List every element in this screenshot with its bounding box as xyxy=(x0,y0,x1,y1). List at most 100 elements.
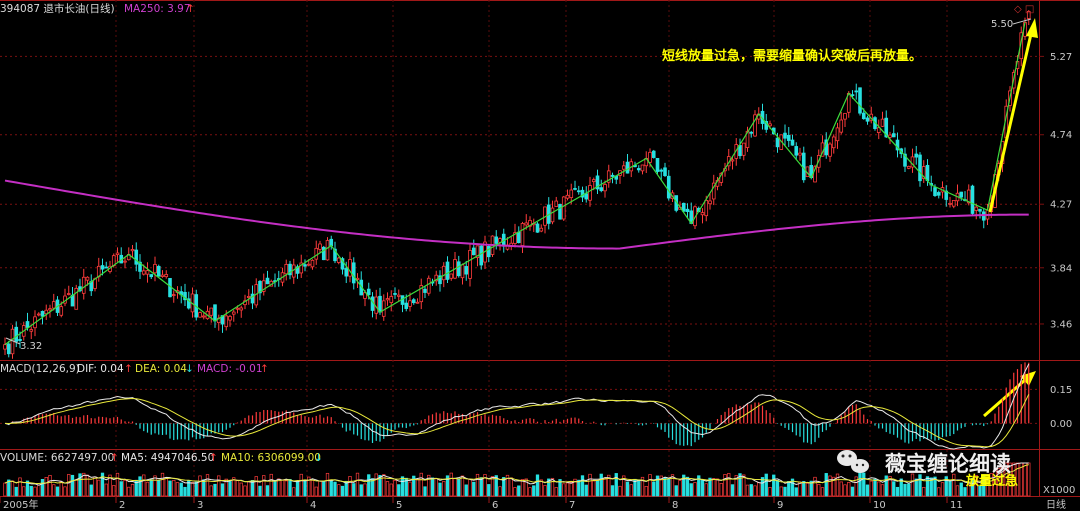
candle[interactable] xyxy=(201,315,206,318)
candle[interactable] xyxy=(66,293,71,295)
candle[interactable] xyxy=(794,146,799,156)
candle[interactable] xyxy=(303,264,307,267)
candle[interactable] xyxy=(978,208,982,212)
candle[interactable] xyxy=(550,207,555,223)
candle[interactable] xyxy=(284,263,289,275)
candle[interactable] xyxy=(475,245,480,258)
candle[interactable] xyxy=(865,117,870,122)
candle[interactable] xyxy=(329,238,334,247)
candle[interactable] xyxy=(48,308,52,311)
candle[interactable] xyxy=(700,212,705,216)
swing-segment-line[interactable] xyxy=(4,22,1026,346)
candle[interactable] xyxy=(948,202,952,205)
candle[interactable] xyxy=(250,293,255,304)
candle[interactable] xyxy=(228,315,232,321)
candle[interactable] xyxy=(246,296,251,298)
candle[interactable] xyxy=(85,276,90,281)
volume-bars[interactable] xyxy=(3,462,1031,497)
window-corner-icons[interactable]: ◇ □ xyxy=(1014,4,1034,15)
candle[interactable] xyxy=(393,293,397,295)
candle[interactable] xyxy=(44,309,49,315)
candle[interactable] xyxy=(321,246,326,261)
candle[interactable] xyxy=(14,326,19,342)
candle[interactable] xyxy=(100,265,105,270)
candle[interactable] xyxy=(239,307,244,311)
candle[interactable] xyxy=(404,302,409,309)
candle[interactable] xyxy=(456,261,461,277)
candle[interactable] xyxy=(891,133,896,138)
candle[interactable] xyxy=(415,301,420,304)
candle[interactable] xyxy=(711,182,716,200)
candle[interactable] xyxy=(786,134,791,141)
candle[interactable] xyxy=(666,175,671,199)
candle[interactable] xyxy=(460,264,465,279)
candle[interactable] xyxy=(974,206,979,211)
candle[interactable] xyxy=(471,247,476,256)
candle[interactable] xyxy=(336,257,341,263)
candle[interactable] xyxy=(314,247,319,260)
candle[interactable] xyxy=(318,243,322,250)
dif-line[interactable] xyxy=(4,363,1030,450)
candle[interactable] xyxy=(906,165,911,169)
candle[interactable] xyxy=(479,245,484,266)
candle[interactable] xyxy=(40,310,45,317)
candle[interactable] xyxy=(895,139,900,151)
candle[interactable] xyxy=(933,187,937,197)
candle[interactable] xyxy=(366,288,371,295)
candle[interactable] xyxy=(595,175,600,190)
candle[interactable] xyxy=(423,288,427,293)
candle[interactable] xyxy=(554,200,559,207)
candle[interactable] xyxy=(310,259,315,268)
candle[interactable] xyxy=(535,223,540,233)
candle[interactable] xyxy=(231,311,236,315)
candle[interactable] xyxy=(621,165,626,170)
candle[interactable] xyxy=(396,294,401,297)
candle[interactable] xyxy=(918,154,922,182)
candle[interactable] xyxy=(468,249,472,279)
candle[interactable] xyxy=(858,87,862,114)
candle[interactable] xyxy=(381,300,386,317)
candle[interactable] xyxy=(145,270,150,275)
candle[interactable] xyxy=(333,248,337,262)
candle[interactable] xyxy=(156,265,161,277)
candle[interactable] xyxy=(798,152,802,156)
candle[interactable] xyxy=(351,262,356,284)
candle[interactable] xyxy=(610,174,615,177)
candle[interactable] xyxy=(149,274,154,278)
candle[interactable] xyxy=(265,277,270,285)
candle[interactable] xyxy=(828,143,832,157)
candle[interactable] xyxy=(565,194,570,199)
candle[interactable] xyxy=(813,166,817,183)
candle[interactable] xyxy=(903,153,907,167)
ma250-line[interactable] xyxy=(4,179,1029,250)
candle[interactable] xyxy=(588,185,592,201)
candle[interactable] xyxy=(171,294,176,296)
candle[interactable] xyxy=(130,248,135,252)
candle[interactable] xyxy=(749,131,754,134)
candle[interactable] xyxy=(445,261,450,280)
candle[interactable] xyxy=(389,296,394,303)
candle[interactable] xyxy=(494,236,499,244)
candle[interactable] xyxy=(209,307,214,316)
candle[interactable] xyxy=(528,220,532,227)
candle[interactable] xyxy=(599,187,604,192)
candle[interactable] xyxy=(850,94,855,97)
candle[interactable] xyxy=(134,249,139,265)
candle[interactable] xyxy=(914,153,919,158)
candle[interactable] xyxy=(288,263,292,276)
candle[interactable] xyxy=(385,298,390,301)
candle[interactable] xyxy=(213,304,217,322)
candle[interactable] xyxy=(648,151,652,163)
candle[interactable] xyxy=(104,266,109,269)
candle[interactable] xyxy=(141,270,146,275)
candle[interactable] xyxy=(419,285,424,303)
candle[interactable] xyxy=(235,307,240,310)
candle[interactable] xyxy=(685,208,690,212)
candle[interactable] xyxy=(325,240,330,261)
candle[interactable] xyxy=(663,167,667,176)
candle[interactable] xyxy=(299,262,304,274)
candle[interactable] xyxy=(839,119,844,133)
candle[interactable] xyxy=(25,321,30,328)
candle[interactable] xyxy=(81,276,86,294)
